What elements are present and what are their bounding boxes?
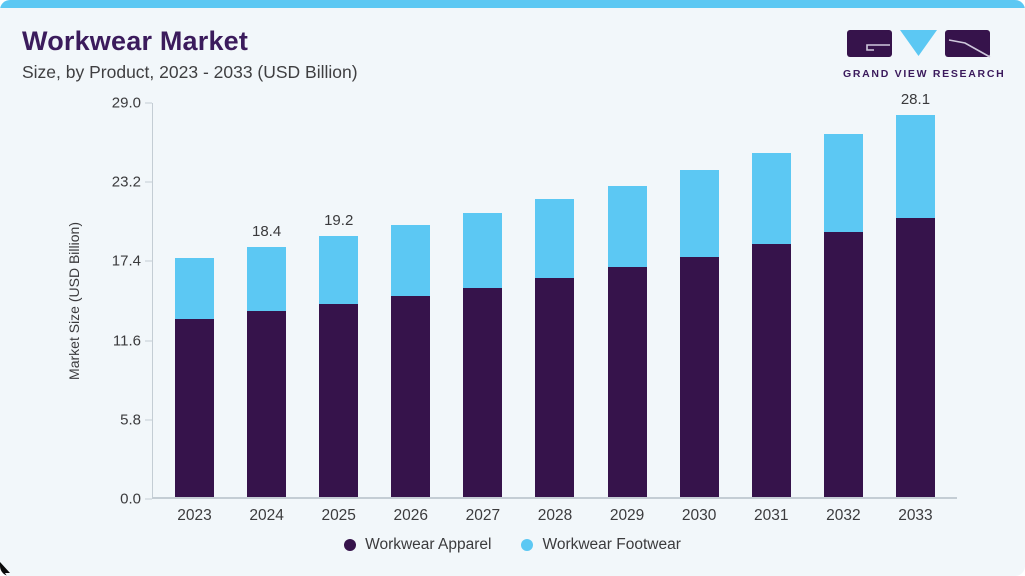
y-tick-label: 23.2 [111,173,141,191]
x-axis-label-2024: 2024 [249,507,284,524]
legend-label: Workwear Apparel [365,536,492,553]
bar-segment-workwear-footwear-2032 [823,134,863,233]
grand-view-research-logo: GRAND VIEW RESEARCH [843,30,1006,80]
x-axis-label-2033: 2033 [898,507,933,524]
x-axis-label-2032: 2032 [826,507,861,524]
x-axis-label-2028: 2028 [537,507,573,524]
page-title: Workwear Market [22,26,249,56]
bar-segment-workwear-footwear-2027 [463,213,503,288]
y-tick-mark [145,181,152,183]
x-axis-label-2026: 2026 [393,507,429,524]
bar-segment-workwear-footwear-2026 [391,225,431,296]
bar-2030: 2030 [679,103,719,524]
page-subtitle: Size, by Product, 2023 - 2033 (USD Billi… [22,62,358,82]
x-axis-label-2025: 2025 [321,507,356,524]
y-tick-17.4: 17.4 [79,253,152,270]
y-tick-label: 29.0 [111,94,141,112]
y-tick-mark [145,340,152,342]
y-tick-label: 17.4 [111,252,141,270]
x-axis-label-2031: 2031 [754,507,789,524]
y-tick-mark [145,419,152,421]
bar-2025: 19.2 2025 [319,103,359,524]
bar-2023: 2023 [175,103,214,524]
bar-segment-workwear-apparel-2027 [463,287,503,497]
legend-dot-icon [521,539,534,551]
y-axis-title-wrap: Market Size (USD Billion) [64,103,84,499]
x-axis-label-2030: 2030 [681,507,717,524]
y-tick-29.0: 29.0 [79,95,152,112]
bar-segment-workwear-footwear-2024 [247,247,287,311]
y-tick-mark [145,498,152,500]
bar-segment-workwear-apparel-2026 [391,295,431,497]
accent-top-strip [0,0,1025,8]
bar-2032: 2032 [823,103,863,524]
bar-2026: 2026 [391,103,431,524]
y-tick-5.8: 5.8 [79,411,152,428]
x-axis-label-2027: 2027 [465,507,501,524]
bar-2033: 28.1 2033 [895,91,935,524]
bar-segment-workwear-apparel-2031 [751,244,791,497]
bar-segment-workwear-footwear-2023 [175,257,214,320]
logo-caption: GRAND VIEW RESEARCH [843,68,1006,80]
bar-segment-workwear-footwear-2028 [535,199,575,279]
legend-item-workwear-footwear: Workwear Footwear [521,536,681,554]
bar-segment-workwear-apparel-2029 [607,267,647,497]
y-tick-mark [145,260,152,262]
x-axis-label-2023: 2023 [177,507,212,524]
plot-area: 2023 18.4 2024 19.2 2025 2026 2027 2028 2029 2030… [152,91,957,524]
bar-2024: 18.4 2024 [247,103,287,524]
bar-segment-workwear-footwear-2031 [751,153,791,245]
bar-2028: 2028 [535,103,575,524]
y-tick-23.2: 23.2 [79,174,152,191]
bar-value-label-2024: 18.4 [251,223,282,241]
legend-label: Workwear Footwear [542,536,681,553]
legend-item-workwear-apparel: Workwear Apparel [344,536,491,554]
y-tick-0.0: 0.0 [79,491,152,508]
y-tick-mark [145,102,152,104]
legend: Workwear Apparel Workwear Footwear [0,536,1025,554]
bar-segment-workwear-footwear-2033 [895,115,935,219]
bar-segment-workwear-apparel-2023 [175,319,214,497]
y-axis-title: Market Size (USD Billion) [66,222,82,380]
bar-value-label-2033: 28.1 [900,91,931,109]
bar-segment-workwear-apparel-2025 [319,304,359,497]
gvr-logo-icon [847,30,991,58]
legend-dot-icon [344,539,357,551]
bar-segment-workwear-footwear-2029 [607,185,647,268]
x-axis-label-2029: 2029 [609,507,645,524]
y-tick-label: 0.0 [120,490,141,508]
bar-segment-workwear-footwear-2025 [319,236,359,305]
bar-segment-workwear-apparel-2030 [679,256,719,497]
bar-segment-workwear-apparel-2033 [895,218,935,497]
bar-2031: 2031 [751,103,791,524]
chart-header: Workwear Market Size, by Product, 2023 -… [22,26,358,83]
y-tick-label: 11.6 [112,332,141,350]
bar-segment-workwear-footwear-2030 [679,169,719,257]
mouse-cursor-icon [0,562,10,576]
y-tick-label: 5.8 [120,411,141,429]
bar-value-label-2025: 19.2 [324,212,354,230]
bar-segment-workwear-apparel-2032 [823,232,863,497]
bar-2029: 2029 [607,103,647,524]
bar-segment-workwear-apparel-2028 [535,278,575,497]
bar-2027: 2027 [463,103,503,524]
bar-segment-workwear-apparel-2024 [247,310,287,497]
y-tick-11.6: 11.6 [79,332,152,349]
